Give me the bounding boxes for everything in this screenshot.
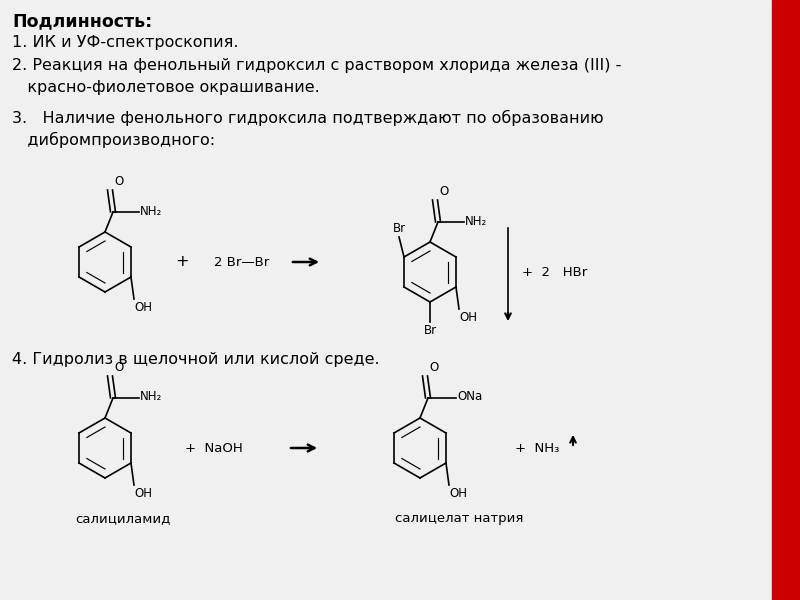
Text: Подлинность:: Подлинность:: [12, 12, 152, 30]
Text: O: O: [114, 361, 123, 374]
Text: 3.   Наличие фенольного гидроксила подтверждают по образованию: 3. Наличие фенольного гидроксила подтвер…: [12, 110, 604, 126]
Text: NH₂: NH₂: [465, 215, 487, 227]
Text: NH₂: NH₂: [140, 391, 162, 404]
Text: 4. Гидролиз в щелочной или кислой среде.: 4. Гидролиз в щелочной или кислой среде.: [12, 352, 380, 367]
Text: +  NaOH: + NaOH: [185, 442, 242, 455]
Bar: [772, 0, 800, 600]
Text: 2 Br—Br: 2 Br—Br: [214, 256, 270, 269]
Text: OH: OH: [459, 311, 477, 324]
Text: OH: OH: [449, 487, 467, 500]
Text: +  NH₃: + NH₃: [515, 442, 559, 455]
Text: Br: Br: [393, 222, 406, 235]
Text: 1. ИК и УФ-спектроскопия.: 1. ИК и УФ-спектроскопия.: [12, 35, 238, 50]
Text: красно-фиолетовое окрашивание.: красно-фиолетовое окрашивание.: [12, 80, 320, 95]
Text: O: O: [429, 361, 438, 374]
Text: OH: OH: [134, 301, 152, 314]
Text: +  2   HBr: + 2 HBr: [522, 265, 587, 278]
Text: O: O: [114, 175, 123, 188]
Text: ONa: ONa: [457, 391, 482, 404]
Text: салицелат натрия: салицелат натрия: [395, 512, 523, 525]
Text: OH: OH: [134, 487, 152, 500]
Text: +: +: [175, 254, 189, 269]
Text: Br: Br: [423, 324, 437, 337]
Text: 2. Реакция на фенольный гидроксил с раствором хлорида железа (III) -: 2. Реакция на фенольный гидроксил с раст…: [12, 58, 622, 73]
Text: O: O: [439, 185, 448, 198]
Text: салициламид: салициламид: [75, 512, 170, 525]
Text: NH₂: NH₂: [140, 205, 162, 218]
Text: дибромпроизводного:: дибромпроизводного:: [12, 132, 215, 148]
